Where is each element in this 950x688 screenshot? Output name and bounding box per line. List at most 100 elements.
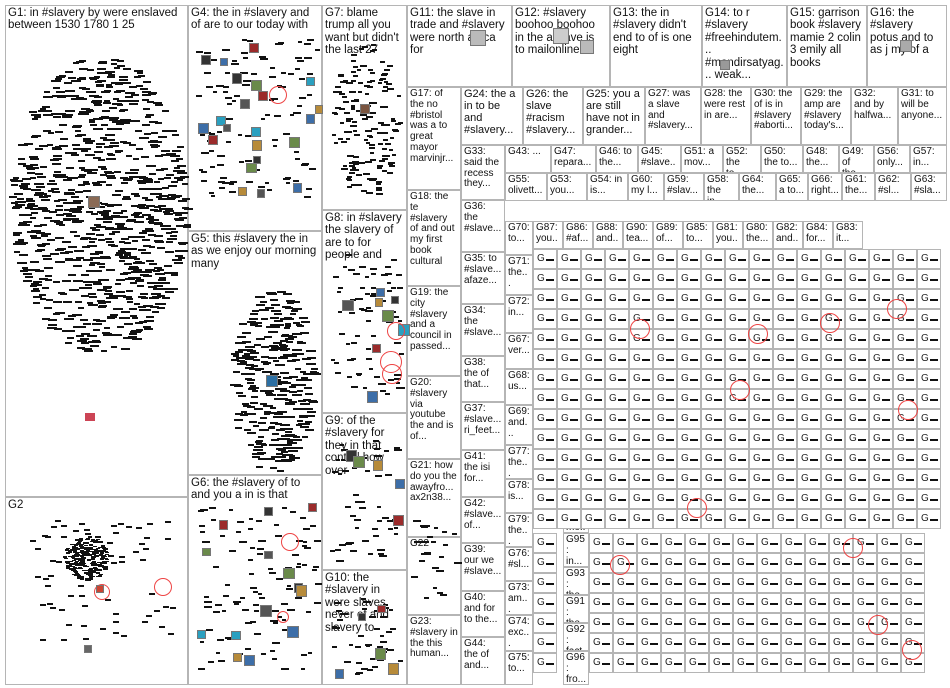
node-mark (166, 207, 173, 210)
small-group-label: G (665, 597, 673, 608)
small-group-label: G (729, 273, 737, 284)
small-group-cell: G (829, 613, 853, 633)
node-mark (302, 373, 312, 376)
node-mark (70, 562, 75, 565)
node-mark (245, 364, 253, 367)
node-mark (81, 147, 91, 150)
node-mark (120, 348, 131, 350)
node-mark (289, 375, 299, 378)
node-mark (818, 663, 826, 665)
small-group-label: G (753, 473, 761, 484)
node-mark (418, 560, 426, 563)
node-mark (146, 316, 155, 318)
node-mark (49, 159, 60, 162)
group-g9: G9: of the #slavery for they in that con… (322, 413, 407, 570)
node-mark (336, 559, 344, 562)
node-mark (100, 552, 105, 554)
node-mark (342, 164, 347, 167)
group-g17: G17: of the no #bristol was a to great m… (407, 87, 461, 190)
node-mark (666, 319, 674, 321)
avatar-thumbnail (266, 375, 278, 387)
node-mark (28, 110, 37, 113)
node-mark (89, 121, 96, 124)
node-mark (85, 153, 95, 156)
highlight-ring (902, 640, 922, 660)
node-mark (104, 599, 111, 601)
node-mark (286, 302, 294, 305)
node-mark (235, 351, 243, 354)
node-mark (298, 422, 307, 425)
small-group-cell: G (821, 389, 845, 409)
node-mark (80, 543, 85, 546)
small-group-label: G (657, 513, 665, 524)
node-mark (370, 102, 377, 105)
node-mark (68, 563, 73, 566)
node-mark (358, 81, 363, 84)
node-mark (714, 359, 722, 361)
node-mark (259, 56, 267, 59)
node-mark (906, 359, 914, 361)
node-mark (272, 360, 279, 363)
small-group-label: G (897, 253, 905, 264)
small-group-label: G (585, 493, 593, 504)
avatar-thumbnail (293, 183, 303, 193)
node-mark (13, 192, 24, 195)
node-mark (375, 180, 383, 183)
small-group-cell: G (917, 389, 941, 409)
small-group-label: G (825, 293, 833, 304)
node-mark (253, 344, 261, 347)
group-label: G47: repara... (554, 147, 592, 168)
small-group-cell: G (557, 309, 581, 329)
small-group-cell: G (781, 613, 805, 633)
small-group-label: G (585, 393, 593, 404)
node-mark (88, 292, 96, 295)
node-mark (882, 399, 890, 401)
small-group-label: G (833, 577, 841, 588)
node-mark (299, 517, 307, 520)
node-mark (570, 419, 578, 421)
node-mark (372, 535, 379, 538)
node-mark (86, 559, 91, 561)
node-mark (642, 359, 650, 361)
node-mark (94, 151, 103, 154)
node-mark (115, 253, 123, 256)
node-mark (68, 209, 77, 212)
group-g83: G83: it... (833, 221, 863, 249)
node-mark (283, 133, 291, 136)
node-mark (133, 303, 141, 306)
node-mark (379, 635, 384, 638)
small-group-label: G (849, 393, 857, 404)
small-group-cell: G (805, 553, 829, 573)
node-mark (271, 610, 279, 613)
group-label: G91: the... (566, 597, 585, 622)
small-group-label: G (705, 513, 713, 524)
node-mark (212, 91, 217, 94)
node-mark (366, 357, 373, 360)
small-group-cell: G (533, 553, 557, 573)
node-mark (307, 357, 317, 360)
node-mark (275, 459, 286, 462)
node-mark (72, 555, 77, 557)
node-mark (30, 234, 37, 237)
small-group-cell: G (829, 653, 853, 673)
node-mark (80, 295, 89, 298)
node-mark (289, 312, 297, 315)
small-group-label: G (833, 657, 841, 668)
node-mark (354, 645, 362, 648)
group-g66: G66: right... (808, 173, 842, 201)
node-mark (104, 551, 109, 554)
highlight-ring (748, 324, 768, 344)
small-group-cell: G (581, 429, 605, 449)
node-mark (48, 182, 58, 185)
node-mark (84, 141, 93, 144)
node-mark (281, 305, 291, 308)
node-mark (118, 110, 125, 113)
node-mark (738, 339, 746, 341)
group-g87: G87: you... (533, 221, 563, 249)
node-mark (383, 450, 390, 453)
node-mark (91, 575, 96, 578)
node-mark (74, 220, 85, 223)
node-mark (104, 557, 109, 560)
node-mark (338, 332, 346, 335)
small-group-label: G (713, 557, 721, 568)
